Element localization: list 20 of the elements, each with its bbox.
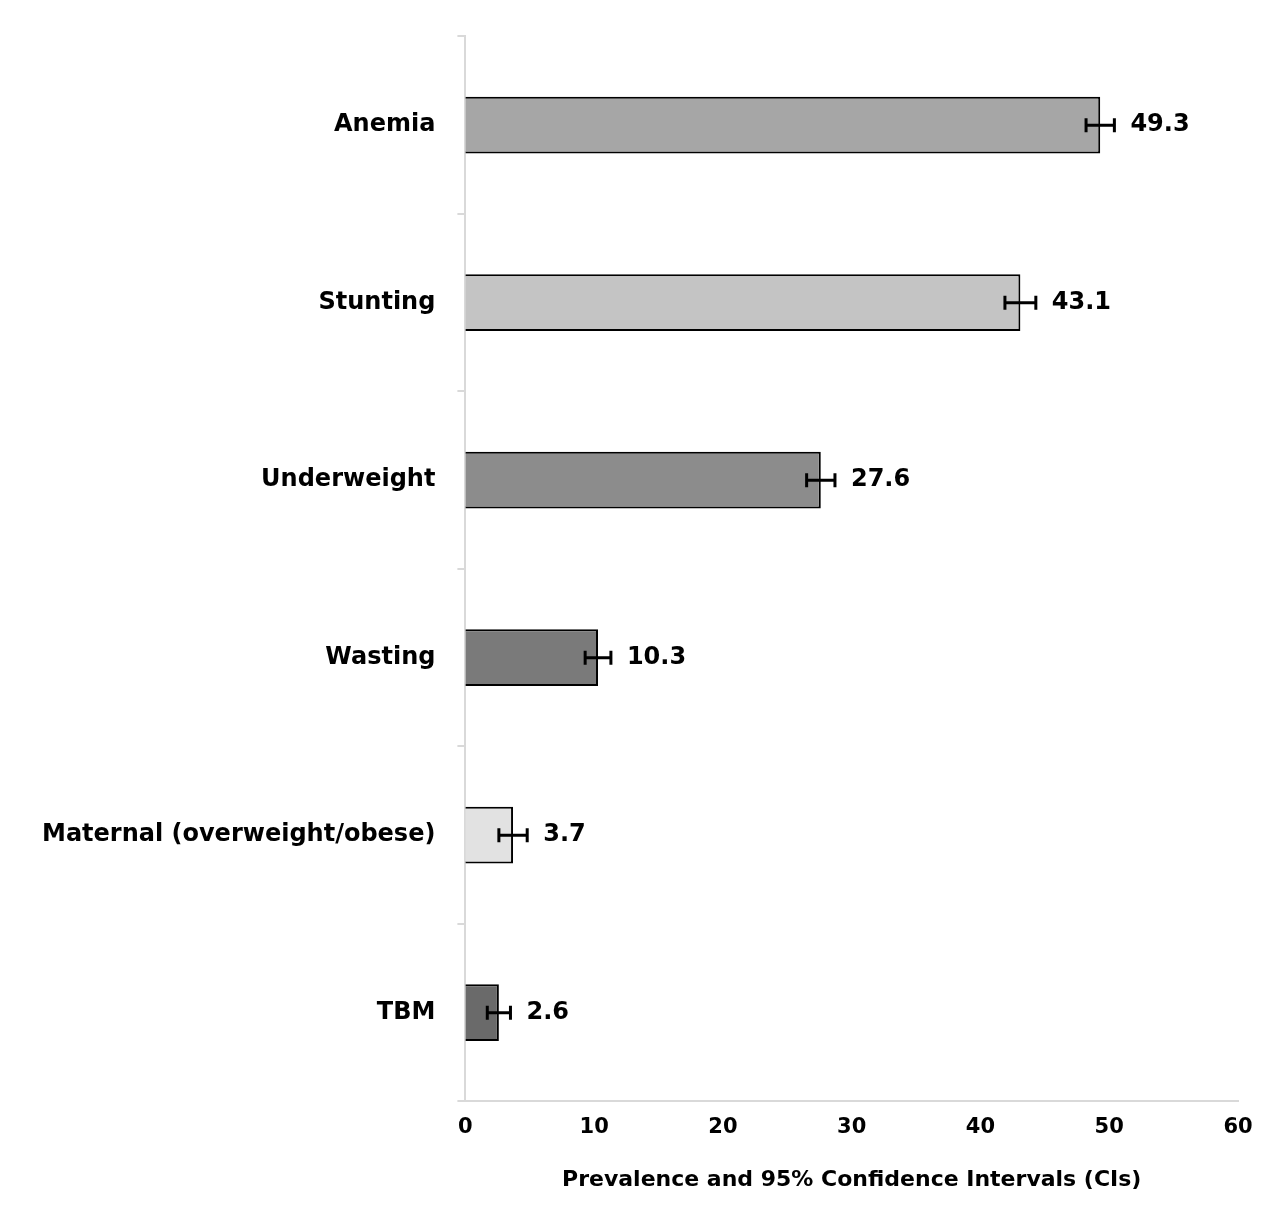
x-tick-label: 50 bbox=[1094, 1114, 1124, 1139]
y-tick-label: Wasting bbox=[325, 641, 436, 670]
data-label: 10.3 bbox=[626, 641, 687, 670]
data-label: 2.6 bbox=[526, 996, 569, 1025]
data-label: 3.7 bbox=[543, 819, 586, 848]
x-tick-label: 10 bbox=[579, 1114, 609, 1139]
y-tick-label: Stunting bbox=[318, 286, 436, 315]
y-tick-label: Maternal (overweight/obese) bbox=[41, 819, 436, 848]
data-label: 43.1 bbox=[1051, 286, 1112, 315]
data-label: 49.3 bbox=[1130, 109, 1190, 138]
x-tick-label: 0 bbox=[458, 1114, 473, 1139]
y-tick-label: TBM bbox=[376, 996, 436, 1025]
y-tick-label: Underweight bbox=[261, 464, 436, 493]
x-tick-label: 30 bbox=[837, 1114, 867, 1139]
x-tick-label: 60 bbox=[1223, 1114, 1253, 1139]
x-tick-label: 40 bbox=[965, 1114, 996, 1139]
x-tick-label: 20 bbox=[708, 1114, 738, 1139]
data-label: 27.6 bbox=[850, 464, 911, 493]
x-axis-title: Prevalence and 95% Confidence Intervals (CIs) bbox=[562, 1165, 1142, 1191]
y-tick-label: Anemia bbox=[334, 109, 436, 138]
